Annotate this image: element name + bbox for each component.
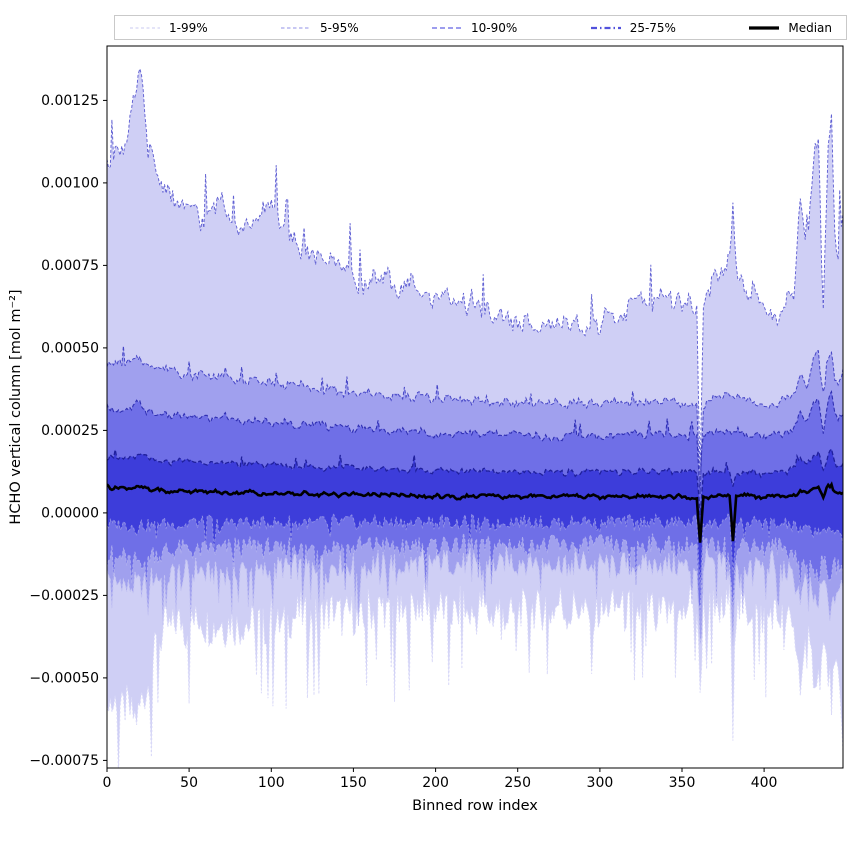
x-tick-label: 350	[669, 775, 696, 791]
x-tick-label: 50	[180, 775, 198, 791]
x-tick-label: 200	[422, 775, 449, 791]
y-tick-label: 0.00125	[41, 93, 99, 109]
y-tick-label: −0.00025	[29, 588, 99, 604]
x-tick-label: 250	[504, 775, 531, 791]
legend-entry-5-95pct: 5-95%	[280, 22, 359, 34]
band-fills	[107, 68, 843, 768]
percentile-line-p25	[107, 512, 843, 588]
legend-line-sample	[130, 26, 160, 29]
legend-entry-25-75pct: 25-75%	[590, 22, 676, 34]
y-tick-label: −0.00075	[29, 753, 99, 769]
y-tick-label: 0.00075	[41, 258, 99, 274]
y-axis-label: HCHO vertical column [mol m⁻²]	[8, 289, 24, 524]
legend-line-sample	[749, 25, 780, 30]
percentile-lines	[107, 67, 843, 768]
legend-entry-1-99pct: 1-99%	[129, 22, 208, 34]
axes-spines	[106, 45, 844, 769]
y-tick-label: 0.00050	[41, 340, 99, 356]
legend-entry-label: 10-90%	[471, 20, 518, 35]
percentile-line-p90	[107, 389, 843, 495]
x-tick-label: 150	[340, 775, 367, 791]
band-fill-25-75pct	[107, 449, 843, 588]
y-tick-label: 0.00025	[41, 423, 99, 439]
x-tick-label: 400	[751, 775, 778, 791]
legend-entry-label: 5-95%	[320, 20, 359, 35]
median-line	[107, 481, 843, 543]
y-tick-label: 0.00000	[41, 505, 99, 521]
legend-entry-10-90pct: 10-90%	[431, 22, 517, 34]
x-tick-label: 0	[103, 775, 112, 791]
legend-line-sample	[281, 26, 312, 29]
percentile-line-p99	[107, 67, 843, 476]
tick-labels: 0 50 100 150 200 250 300 350 400 0.00125 0.00100 0.…	[29, 93, 777, 791]
x-tick-label: 100	[258, 775, 285, 791]
legend-line-sample	[590, 26, 621, 29]
legend-entry-label: Median	[788, 20, 832, 35]
legend: 1-99% 5-95% 10-90% 25-75% Median	[114, 15, 847, 40]
legend-line-sample	[432, 26, 463, 29]
percentile-line-p1	[107, 584, 843, 768]
x-axis-label: Binned row index	[412, 798, 538, 814]
legend-entry-label: 1-99%	[169, 20, 208, 35]
legend-entry-label: 25-75%	[629, 20, 676, 35]
y-tick-label: 0.00100	[41, 175, 99, 191]
percentile-line-p95	[107, 345, 843, 493]
percentile-line-p5	[107, 545, 843, 646]
x-tick-label: 300	[587, 775, 614, 791]
tick-marks	[103, 99, 765, 772]
percentile-line-p10	[107, 532, 843, 613]
legend-entry-Median: Median	[748, 22, 832, 34]
percentile-line-p75	[107, 447, 843, 516]
y-tick-label: −0.00050	[29, 670, 99, 686]
